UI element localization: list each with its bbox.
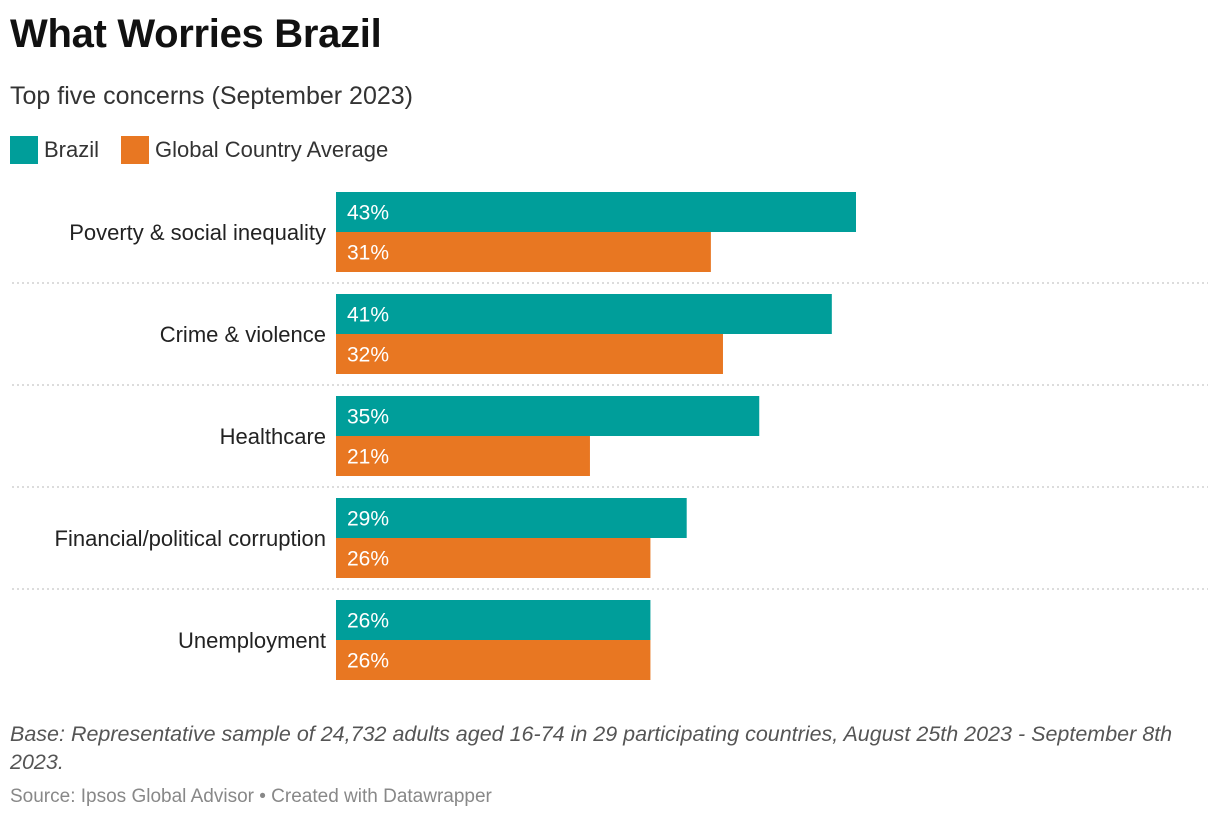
bar-brazil [336, 600, 651, 640]
category-label: Financial/political corruption [55, 526, 326, 551]
data-label: 43% [347, 202, 389, 225]
bar-brazil [336, 294, 832, 334]
category-label: Poverty & social inequality [69, 220, 326, 245]
data-label: 41% [347, 304, 389, 327]
legend-swatch-global [121, 136, 150, 164]
data-label: 21% [347, 446, 389, 469]
category-label: Crime & violence [160, 322, 326, 347]
category-label: Healthcare [220, 424, 326, 449]
bar-global [336, 640, 651, 680]
bar-brazil [336, 396, 760, 436]
legend-item-brazil: Brazil [10, 136, 99, 164]
chart-source: Source: Ipsos Global Advisor • Created w… [10, 786, 492, 807]
chart-subtitle: Top five concerns (September 2023) [10, 82, 413, 110]
legend-swatch-brazil [10, 136, 38, 164]
bar-brazil [336, 498, 687, 538]
bar-global [336, 538, 651, 578]
bar-global [336, 334, 723, 374]
legend: Brazil Global Country Average [10, 136, 410, 164]
bar-brazil [336, 192, 856, 232]
data-label: 35% [347, 406, 389, 429]
bar-chart: Poverty & social inequality 43% 31% Crime &… [12, 192, 1208, 680]
category-label: Unemployment [178, 628, 326, 653]
legend-label-brazil: Brazil [44, 137, 100, 162]
bar-global [336, 436, 590, 476]
legend-item-global: Global Country Average [121, 136, 388, 164]
legend-label-global: Global Country Average [155, 137, 389, 162]
data-label: 26% [347, 548, 389, 571]
data-label: 32% [347, 344, 389, 367]
chart-title: What Worries Brazil [10, 12, 382, 56]
data-label: 29% [347, 508, 389, 531]
data-label: 26% [347, 610, 389, 633]
data-label: 31% [347, 242, 389, 265]
chart-note: Base: Representative sample of 24,732 ad… [10, 722, 1173, 774]
data-label: 26% [347, 650, 389, 673]
bar-global [336, 232, 711, 272]
